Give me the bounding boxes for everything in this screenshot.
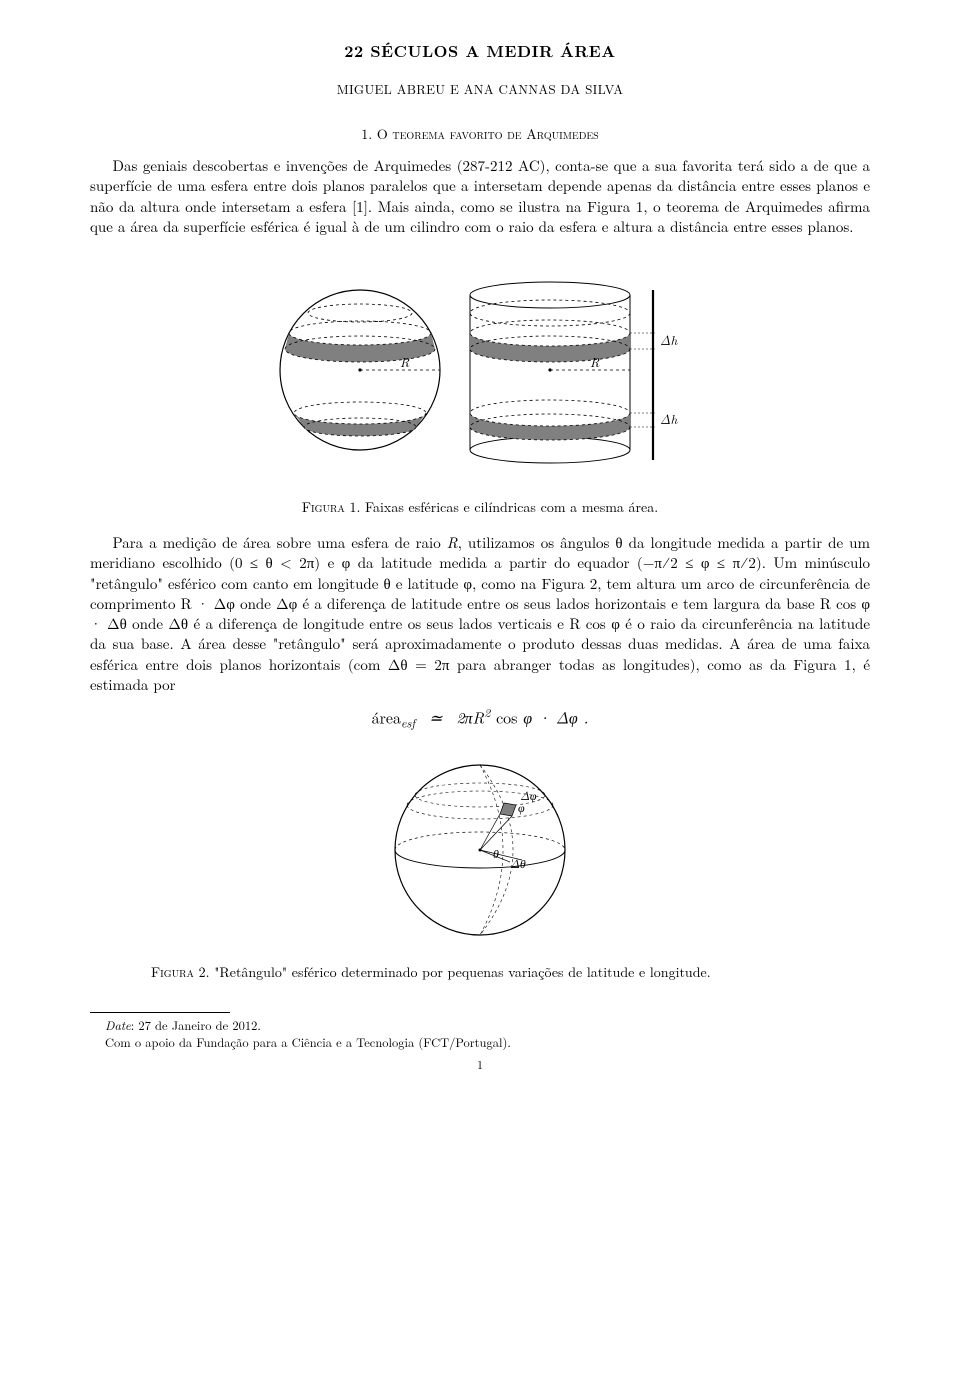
para2-post: , utilizamos os ângulos θ da longitude m… — [90, 532, 870, 695]
equation-1: áreaesf ≃ 2πR2 cos φ · Δφ . — [90, 705, 870, 732]
paper-title: 22 SÉCULOS A MEDIR ÁREA — [90, 40, 870, 62]
figure-1-svg: R R — [260, 255, 700, 485]
page-number: 1 — [90, 1057, 870, 1073]
cylinder-group: R — [470, 282, 630, 463]
dh-label-top: Δh — [660, 330, 678, 349]
figure-2: Δφ φ θ Δθ — [90, 750, 870, 955]
footnote-rule — [90, 1012, 230, 1013]
sphere-radius-label: R — [400, 352, 410, 371]
para2-pre: Para a medição de área sobre uma esfera … — [113, 532, 447, 553]
section-heading: 1. O teorema favorito de Arquimedes — [90, 125, 870, 144]
paragraph-1: Das geniais descobertas e invenções de A… — [90, 156, 870, 237]
figure-2-svg: Δφ φ θ Δθ — [370, 750, 590, 950]
theta-label: θ — [493, 845, 499, 862]
phi-label: φ — [518, 799, 525, 816]
section-title: O teorema favorito de Arquimedes — [377, 124, 599, 144]
paper-authors: MIGUEL ABREU E ANA CANNAS DA SILVA — [90, 80, 870, 98]
figure-2-caption-text: "Retângulo" esférico determinado por peq… — [210, 962, 711, 982]
dtheta-label: Δθ — [510, 855, 526, 872]
footnote-date-label: Date — [105, 1016, 131, 1034]
figure-1-label: Figura 1. — [302, 497, 361, 517]
height-bar-group: Δh Δh — [630, 290, 678, 460]
cylinder-radius-label: R — [590, 352, 600, 371]
figure-2-label: Figura 2. — [151, 962, 210, 982]
figure-1-caption: Figura 1. Faixas esféricas e cilíndricas… — [90, 498, 870, 517]
footnote-date: Date: 27 de Janeiro de 2012. — [90, 1017, 870, 1034]
footnote-support: Com o apoio da Fundação para a Ciência e… — [90, 1034, 870, 1051]
figure-1-caption-text: Faixas esféricas e cilíndricas com a mes… — [360, 497, 658, 517]
footnote-date-value: : 27 de Janeiro de 2012. — [131, 1016, 261, 1034]
sphere-group: R — [280, 290, 440, 450]
figure-1: R R — [90, 255, 870, 490]
dh-label-bottom: Δh — [660, 409, 678, 428]
section-number: 1. — [361, 124, 372, 144]
paragraph-2: Para a medição de área sobre uma esfera … — [90, 533, 870, 695]
figure-2-caption: Figura 2. "Retângulo" esférico determina… — [130, 963, 830, 982]
